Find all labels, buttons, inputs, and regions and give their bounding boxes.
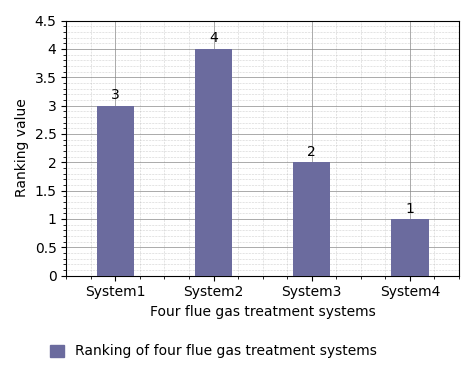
Text: 3: 3 xyxy=(111,88,120,102)
Text: 2: 2 xyxy=(307,145,316,159)
Text: 4: 4 xyxy=(209,32,218,45)
Legend: Ranking of four flue gas treatment systems: Ranking of four flue gas treatment syste… xyxy=(45,339,383,364)
Bar xyxy=(195,49,232,276)
Text: 1: 1 xyxy=(405,201,414,216)
Bar xyxy=(391,219,428,276)
X-axis label: Four flue gas treatment systems: Four flue gas treatment systems xyxy=(150,305,375,319)
Bar xyxy=(97,105,134,276)
Y-axis label: Ranking value: Ranking value xyxy=(15,99,29,197)
Bar xyxy=(293,162,330,276)
